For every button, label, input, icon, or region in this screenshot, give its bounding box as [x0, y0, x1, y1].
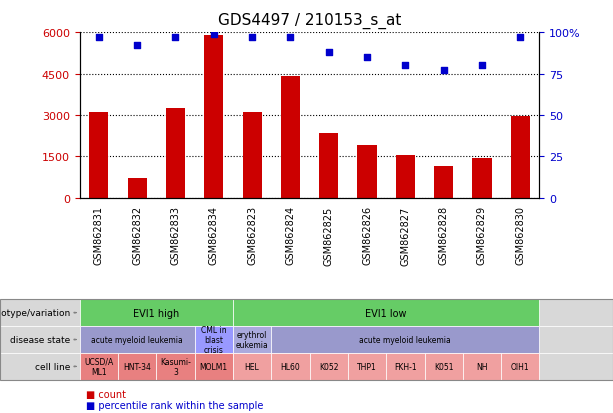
Text: UCSD/A
ML1: UCSD/A ML1: [84, 357, 113, 376]
Point: [170, 35, 180, 41]
Text: Kasumi-
3: Kasumi- 3: [160, 357, 191, 376]
Point: [94, 35, 104, 41]
Text: EVI1 low: EVI1 low: [365, 308, 407, 318]
Point: [132, 43, 142, 50]
Text: MOLM1: MOLM1: [200, 362, 228, 371]
Bar: [511, 117, 530, 198]
Text: THP1: THP1: [357, 362, 377, 371]
Point: [400, 63, 410, 69]
Text: FKH-1: FKH-1: [394, 362, 417, 371]
Bar: [166, 109, 185, 198]
Text: acute myeloid leukemia: acute myeloid leukemia: [91, 335, 183, 344]
Bar: [396, 156, 415, 198]
Text: acute myeloid leukemia: acute myeloid leukemia: [359, 335, 451, 344]
Bar: [204, 36, 223, 198]
Bar: [128, 179, 147, 198]
Bar: [243, 113, 262, 198]
Point: [516, 35, 525, 41]
Text: cell line: cell line: [35, 362, 70, 371]
Point: [477, 63, 487, 69]
Text: genotype/variation: genotype/variation: [0, 309, 70, 317]
Text: disease state: disease state: [10, 335, 70, 344]
Text: NH: NH: [476, 362, 488, 371]
Point: [362, 55, 372, 61]
Text: ■ percentile rank within the sample: ■ percentile rank within the sample: [86, 400, 263, 410]
Bar: [319, 133, 338, 198]
Point: [247, 35, 257, 41]
Point: [286, 35, 295, 41]
Text: HEL: HEL: [245, 362, 259, 371]
Text: K052: K052: [319, 362, 338, 371]
Text: erythrol
eukemia: erythrol eukemia: [236, 330, 268, 349]
Bar: [357, 146, 376, 198]
Point: [209, 31, 219, 38]
Text: ■ count: ■ count: [86, 389, 126, 399]
Point: [324, 50, 333, 56]
Text: EVI1 high: EVI1 high: [133, 308, 180, 318]
Text: K051: K051: [434, 362, 454, 371]
Point: [439, 68, 449, 74]
Text: OIH1: OIH1: [511, 362, 530, 371]
Text: HNT-34: HNT-34: [123, 362, 151, 371]
Bar: [473, 158, 492, 198]
Text: HL60: HL60: [281, 362, 300, 371]
Bar: [89, 113, 109, 198]
Title: GDS4497 / 210153_s_at: GDS4497 / 210153_s_at: [218, 13, 402, 29]
Bar: [281, 77, 300, 198]
Bar: [434, 166, 453, 198]
Text: CML in
blast
crisis: CML in blast crisis: [201, 325, 227, 354]
